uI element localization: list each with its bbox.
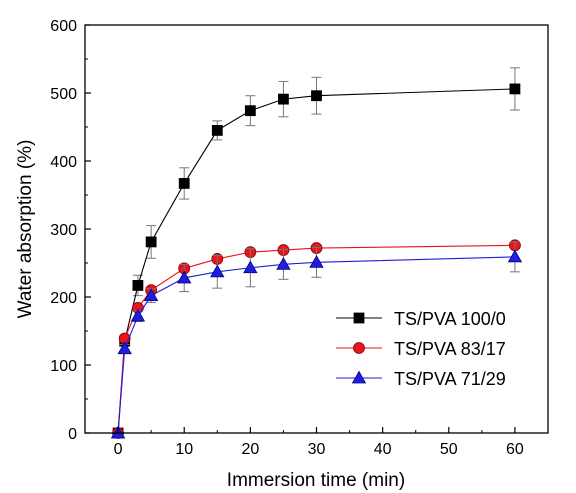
data-point-square	[244, 105, 256, 117]
x-axis-title: Immersion time (min)	[227, 470, 405, 491]
y-tick-label: 300	[50, 222, 77, 239]
y-tick-label: 500	[50, 86, 77, 103]
data-point-square	[132, 280, 144, 291]
legend-label: TS/PVA 100/0	[394, 309, 506, 329]
data-point-square	[509, 83, 521, 95]
data-point-triangle	[309, 255, 324, 268]
data-point-triangle	[117, 341, 132, 355]
x-tick-label: 0	[114, 441, 123, 458]
data-point-triangle	[243, 260, 258, 274]
x-tick-label: 10	[175, 441, 193, 458]
legend-item: TS/PVA 100/0	[336, 309, 506, 329]
y-tick-label: 200	[50, 290, 77, 307]
x-tick-label: 60	[506, 441, 524, 458]
y-tick-label: 0	[68, 426, 77, 443]
data-point-square	[178, 178, 190, 189]
legend-item: TS/PVA 71/29	[336, 369, 506, 389]
data-point-square	[311, 90, 322, 102]
legend: TS/PVA 100/0 TS/PVA 83/17 TS/PVA 71/29	[336, 309, 506, 389]
y-tick-label: 400	[50, 154, 77, 171]
data-point-triangle	[507, 249, 523, 263]
series-layer	[110, 67, 523, 439]
series-line	[117, 244, 515, 434]
legend-marker-triangle	[351, 370, 367, 384]
data-point-square	[211, 125, 223, 136]
legend-marker-circle	[353, 342, 365, 354]
series-3	[110, 241, 523, 439]
series-1	[112, 67, 521, 439]
data-point-square	[145, 236, 157, 248]
y-tick-label: 600	[50, 18, 77, 35]
data-point-triangle	[177, 270, 192, 284]
data-point-square	[278, 93, 289, 105]
legend-marker-square	[353, 312, 365, 324]
legend-label: TS/PVA 83/17	[394, 339, 506, 359]
data-point-triangle	[210, 264, 225, 278]
data-point-triangle	[130, 308, 146, 322]
series-line	[117, 88, 515, 434]
legend-label: TS/PVA 71/29	[394, 369, 506, 389]
series-line	[117, 256, 515, 434]
x-tick-label: 50	[440, 441, 458, 458]
x-tick-label: 40	[374, 441, 392, 458]
x-tick-label: 20	[241, 441, 259, 458]
data-point-triangle	[276, 257, 291, 270]
y-axis-title: Water absorption (%)	[15, 140, 36, 319]
y-tick-label: 100	[50, 358, 77, 375]
legend-item: TS/PVA 83/17	[336, 339, 506, 359]
x-tick-label: 30	[308, 441, 326, 458]
data-point-triangle	[143, 288, 159, 302]
